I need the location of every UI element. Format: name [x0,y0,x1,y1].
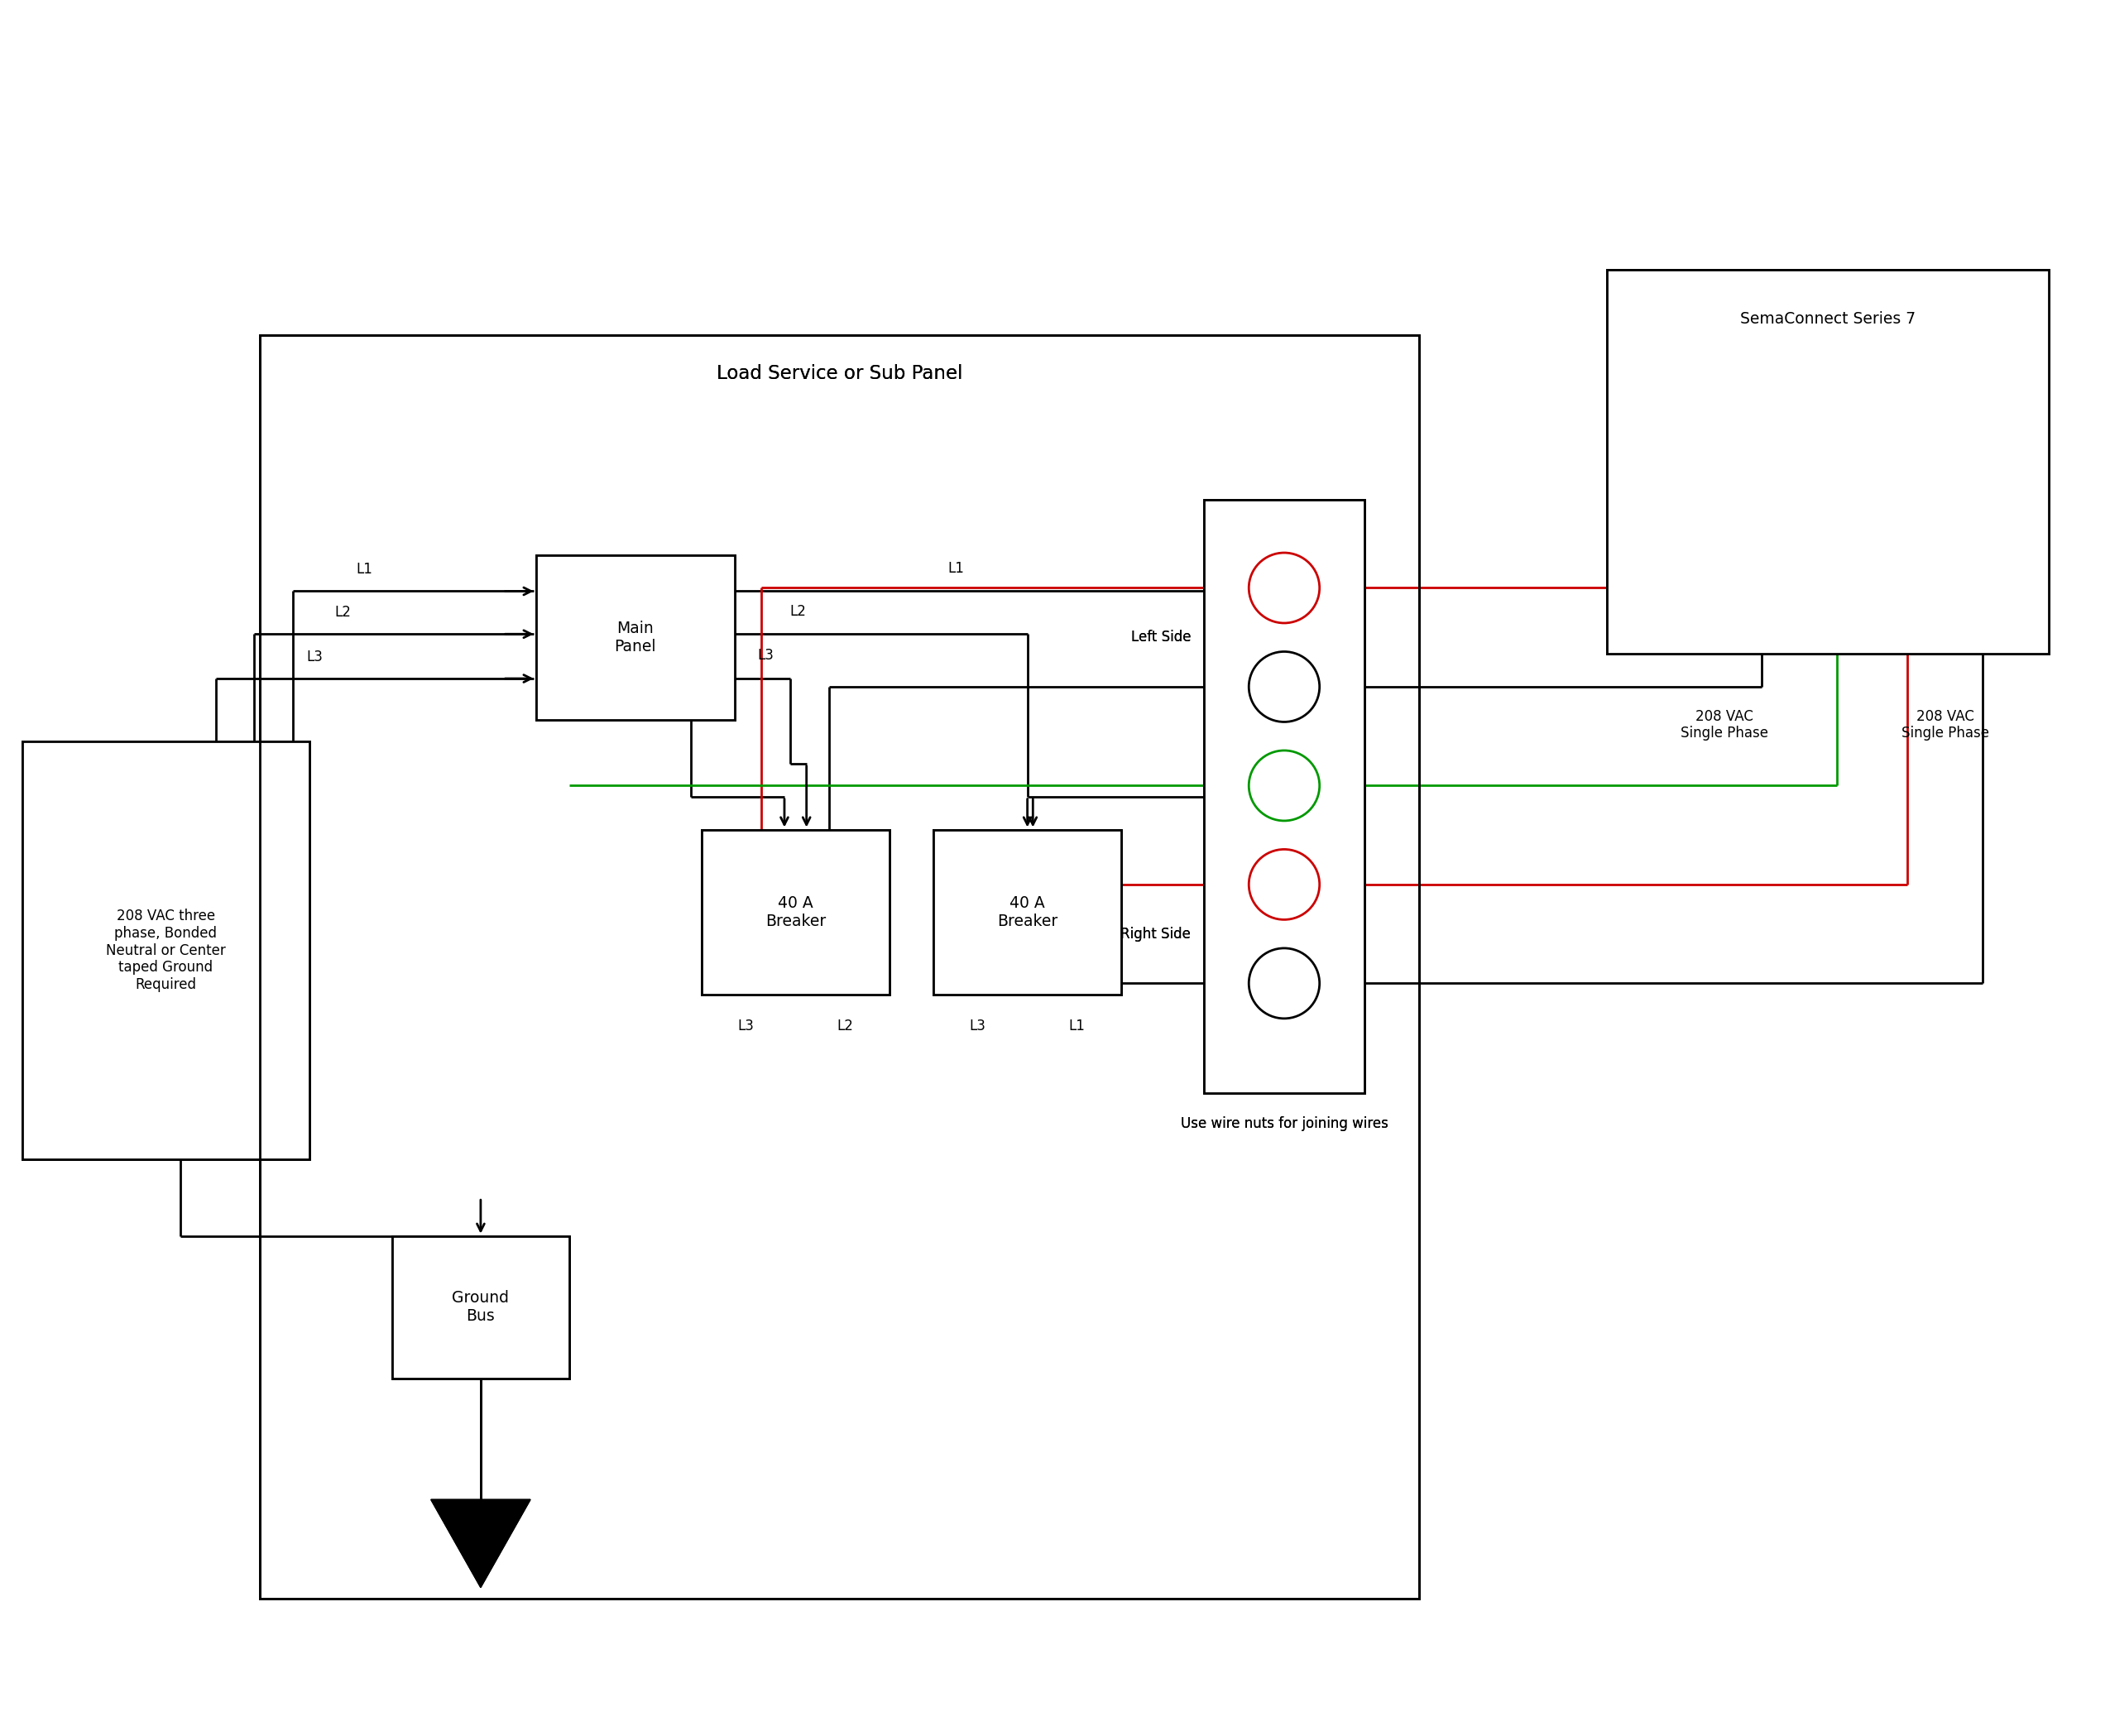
Text: 40 A
Breaker: 40 A Breaker [998,896,1057,929]
Text: Ground
Bus: Ground Bus [452,1290,509,1325]
Text: L3: L3 [738,1019,753,1033]
Bar [1608,269,2049,654]
Bar [23,741,310,1160]
Circle shape [1249,948,1319,1019]
Bar [1205,500,1365,1094]
Text: 208 VAC three
phase, Bonded
Neutral or Center
taped Ground
Required: 208 VAC three phase, Bonded Neutral or C… [106,908,226,993]
Text: L2: L2 [838,1019,852,1033]
Circle shape [1249,552,1319,623]
Text: Use wire nuts for joining wires: Use wire nuts for joining wires [1179,1116,1388,1132]
Text: L3: L3 [306,649,323,665]
Bar [536,556,734,720]
Text: SemaConnect Series 7: SemaConnect Series 7 [1741,311,1916,326]
Polygon shape [430,1500,530,1587]
Bar [933,830,1120,995]
Text: Ground
Bus: Ground Bus [452,1290,509,1325]
Bar [701,830,888,995]
Text: Left Side: Left Side [1131,630,1190,644]
Circle shape [1249,948,1319,1019]
Text: 208 VAC three
phase, Bonded
Neutral or Center
taped Ground
Required: 208 VAC three phase, Bonded Neutral or C… [106,908,226,993]
Bar [701,830,888,995]
Text: L2: L2 [789,604,806,618]
Text: Load Service or Sub Panel: Load Service or Sub Panel [717,365,962,384]
Text: 40 A
Breaker: 40 A Breaker [998,896,1057,929]
Circle shape [1249,651,1319,722]
Text: Use wire nuts for joining wires: Use wire nuts for joining wires [1179,1116,1388,1132]
Circle shape [1249,849,1319,920]
Text: L3: L3 [968,1019,985,1033]
Text: 208 VAC
Single Phase: 208 VAC Single Phase [1680,708,1768,741]
Text: Left Side: Left Side [1131,630,1190,644]
Bar [392,1236,570,1378]
Bar [536,556,734,720]
Bar [1205,500,1365,1094]
Text: L3: L3 [757,648,774,663]
Bar [392,1236,570,1378]
Text: SemaConnect Series 7: SemaConnect Series 7 [1741,311,1916,326]
Text: L1: L1 [357,562,373,576]
Circle shape [1249,750,1319,821]
Text: Right Side: Right Side [1120,927,1190,941]
Text: 40 A
Breaker: 40 A Breaker [766,896,825,929]
Circle shape [1249,552,1319,623]
Text: Main
Panel: Main Panel [614,620,656,654]
Text: L2: L2 [333,604,350,620]
Text: L1: L1 [947,561,964,576]
Circle shape [1249,750,1319,821]
Text: 40 A
Breaker: 40 A Breaker [766,896,825,929]
Text: L1: L1 [1070,1019,1085,1033]
Bar [23,741,310,1160]
Bar [260,335,1420,1599]
Bar [260,335,1420,1599]
Circle shape [1249,849,1319,920]
Text: 208 VAC
Single Phase: 208 VAC Single Phase [1901,708,1990,741]
Bar [1608,269,2049,654]
Polygon shape [430,1500,530,1587]
Circle shape [1249,651,1319,722]
Text: Load Service or Sub Panel: Load Service or Sub Panel [717,365,962,384]
Text: Right Side: Right Side [1120,927,1190,941]
Bar [933,830,1120,995]
Text: Main
Panel: Main Panel [614,620,656,654]
